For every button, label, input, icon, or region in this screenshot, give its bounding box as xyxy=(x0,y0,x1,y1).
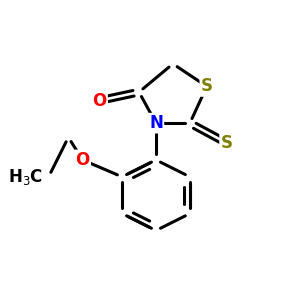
Text: O: O xyxy=(92,92,106,110)
Text: S: S xyxy=(201,77,213,95)
Text: O: O xyxy=(75,151,90,169)
Text: S: S xyxy=(220,134,232,152)
Text: H$_3$C: H$_3$C xyxy=(8,167,43,187)
Text: N: N xyxy=(149,114,163,132)
